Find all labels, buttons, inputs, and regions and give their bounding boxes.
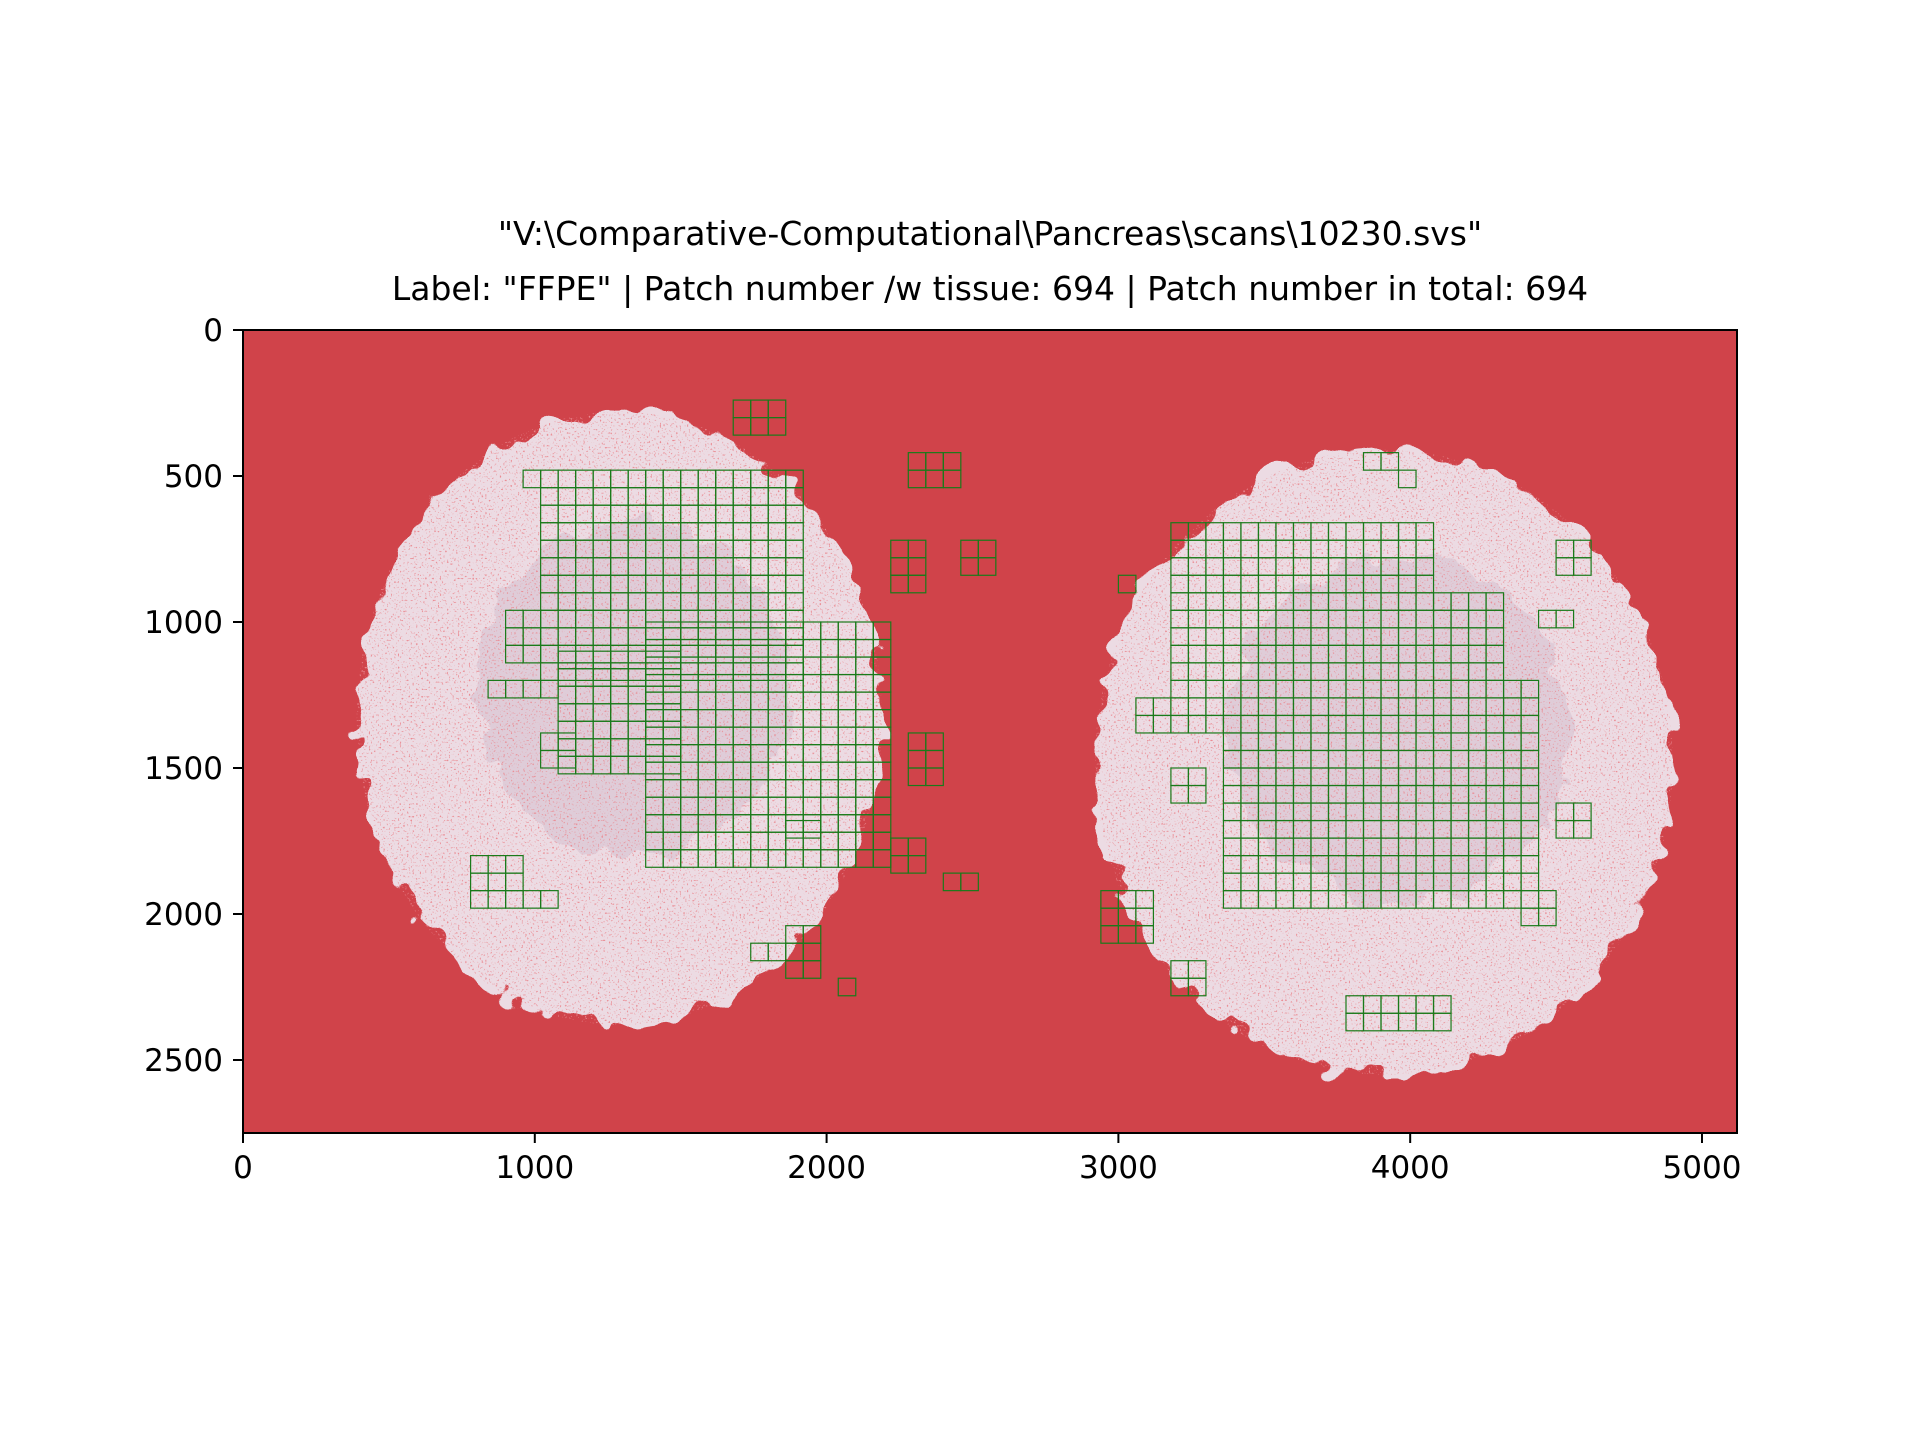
patch xyxy=(925,767,944,787)
patch xyxy=(557,749,577,769)
axes-frame xyxy=(242,329,1738,1134)
patch xyxy=(1135,925,1155,944)
patch xyxy=(942,469,962,489)
patch xyxy=(1117,574,1137,594)
patch xyxy=(907,854,927,874)
patch xyxy=(1187,784,1207,804)
patch xyxy=(540,890,559,909)
patch xyxy=(960,872,979,892)
y-tick-label: 2000 xyxy=(144,897,223,933)
patch xyxy=(907,574,927,594)
x-tick-label: 5000 xyxy=(1663,1150,1742,1186)
plot-area xyxy=(243,330,1737,1133)
patch xyxy=(522,469,542,489)
chart-title-line1: "V:\Comparative-Computational\Pancreas\s… xyxy=(498,214,1482,253)
patch xyxy=(1380,452,1400,471)
chart-title-line2: Label: "FFPE" | Patch number /w tissue: … xyxy=(392,269,1588,308)
patch xyxy=(1432,1012,1452,1032)
patch xyxy=(802,819,822,839)
patch xyxy=(1152,714,1172,734)
patch xyxy=(1537,907,1557,927)
x-tick-label: 0 xyxy=(233,1150,253,1186)
patch xyxy=(977,557,997,576)
y-tick-label: 500 xyxy=(164,459,223,495)
patch xyxy=(1572,557,1592,576)
x-axis: 0 1000 2000 3000 4000 5000 xyxy=(233,1133,1741,1186)
x-tick-label: 3000 xyxy=(1079,1150,1158,1186)
patch xyxy=(767,417,787,436)
y-tick-label: 2500 xyxy=(144,1043,223,1079)
patch-grid xyxy=(470,399,1592,1032)
patch xyxy=(1187,977,1207,997)
x-tick-label: 1000 xyxy=(495,1150,574,1186)
y-axis: 0 500 1000 1500 2000 2500 xyxy=(144,313,243,1079)
patch xyxy=(1572,819,1592,839)
patch xyxy=(1397,469,1417,489)
x-tick-label: 2000 xyxy=(787,1150,866,1186)
patch xyxy=(837,977,857,997)
patch xyxy=(522,644,542,664)
patch xyxy=(662,755,682,775)
patch xyxy=(540,679,559,699)
y-tick-label: 1500 xyxy=(144,751,223,787)
y-tick-label: 0 xyxy=(203,313,223,349)
patch xyxy=(802,960,822,979)
patch xyxy=(1555,609,1575,629)
tissue-speckle-region xyxy=(1095,449,1673,1075)
y-tick-label: 1000 xyxy=(144,605,223,641)
x-tick-label: 4000 xyxy=(1371,1150,1450,1186)
patch xyxy=(1485,662,1505,682)
